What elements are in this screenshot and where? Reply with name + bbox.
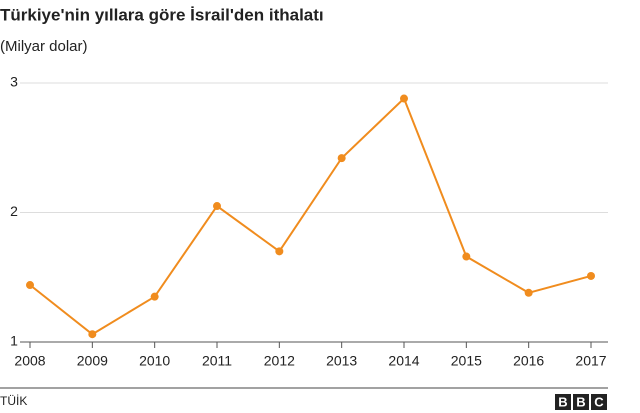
x-tick-label: 2016 [513,353,544,369]
data-point [275,247,284,256]
x-tick-label: 2013 [326,353,357,369]
logo-box [573,394,589,410]
data-point [462,252,471,261]
data-point [26,281,34,290]
x-tick-label: 2011 [202,353,232,369]
logo-box [555,394,571,410]
logo-letter: B [576,394,585,409]
source: TÜİK [0,394,27,408]
x-tick-label: 2009 [77,353,108,369]
data-point [88,330,97,339]
bbc-logo: B B C [555,394,607,410]
x-tick-label: 2014 [388,353,419,369]
data-line [29,96,592,336]
x-tick-label: 2015 [451,353,482,369]
data-point [150,292,159,301]
chart-title: Türkiye'nin yıllara göre İsrail'den itha… [0,5,324,24]
x-tick-label: 2008 [14,353,45,369]
x-tick-label: 2012 [264,353,295,369]
logo-letter: C [594,394,604,409]
data-point [400,94,408,103]
data-point [337,154,346,163]
x-tick-label: 2010 [139,353,170,369]
x-tick-label: 2017 [575,353,606,369]
logo-letter: B [558,394,567,409]
logo-box [591,394,607,410]
y-tick-label: 3 [10,74,18,90]
chart-subtitle: (Milyar dolar) [0,38,88,55]
data-point [524,288,533,297]
y-tick-label: 2 [10,203,18,219]
data-point [213,202,221,211]
data-point [587,271,595,280]
y-tick-label: 1 [10,333,18,349]
